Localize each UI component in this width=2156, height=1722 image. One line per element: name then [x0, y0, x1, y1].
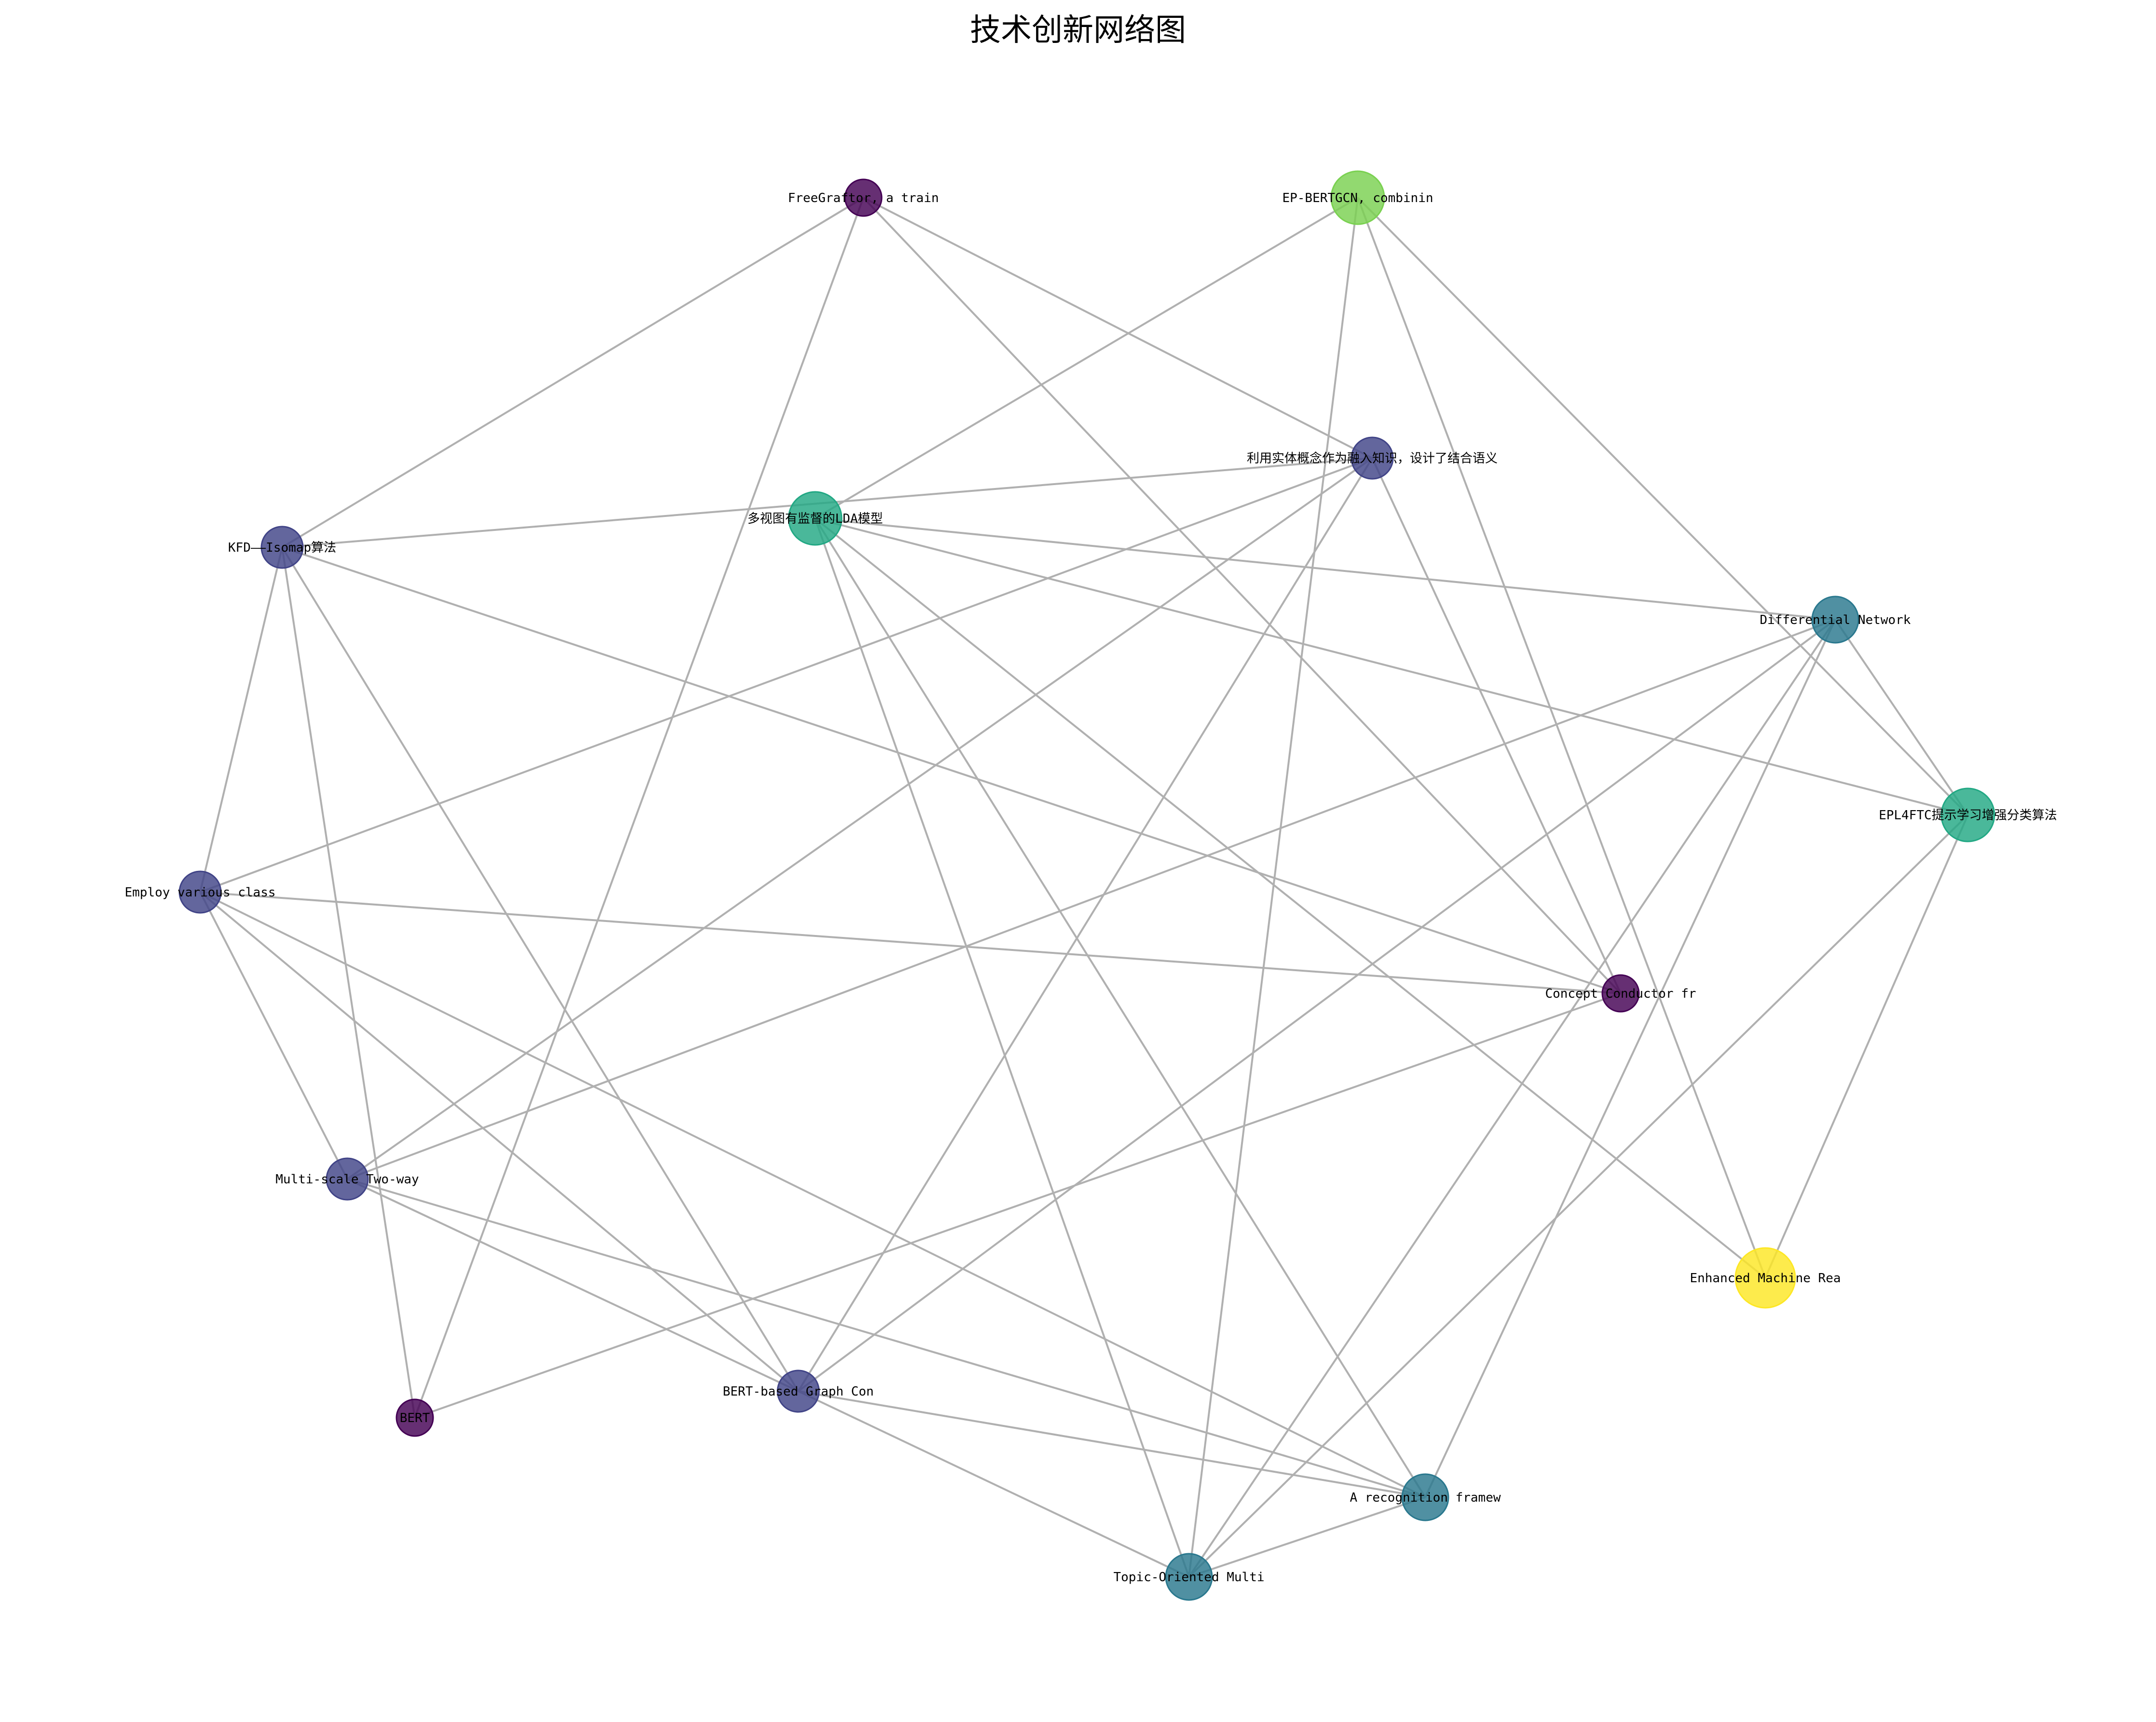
edge-differential-network-multi-scale [347, 619, 1836, 1180]
edge-multi-scale-bert-graph [347, 1178, 799, 1392]
node-label-enhanced-machine: Enhanced Machine Rea [1690, 1271, 1841, 1286]
edge-multiview-lda-enhanced-machine [814, 517, 1766, 1279]
edge-ep-bertgcn-enhanced-machine [1357, 197, 1766, 1278]
node-label-multi-scale: Multi-scale Two-way [275, 1172, 419, 1187]
node-bert[interactable] [396, 1398, 434, 1437]
node-label-ep-bertgcn: EP-BERTGCN, combinin [1282, 191, 1433, 205]
edge-freegraftor-kfd-isomap [281, 197, 864, 548]
edge-multiview-lda-recognition [814, 517, 1426, 1498]
node-ep-bertgcn[interactable] [1330, 170, 1385, 225]
edge-kfd-isomap-concept-conductor [282, 546, 1621, 994]
edge-employ-various-concept-conductor [200, 891, 1621, 994]
node-label-kfd-isomap: KFD——Isomap算法 [228, 541, 336, 555]
node-multi-scale[interactable] [326, 1157, 369, 1201]
edge-freegraftor-entity-concept [863, 197, 1373, 459]
node-label-epl4ftc: EPL4FTC提示学习增强分类算法 [1879, 808, 2057, 823]
node-employ-various[interactable] [178, 870, 222, 914]
nodes-layer [178, 170, 1995, 1601]
node-label-concept-conductor: Concept Conductor fr [1545, 987, 1696, 1001]
edge-epl4ftc-topic-oriented [1188, 814, 1969, 1578]
node-concept-conductor[interactable] [1601, 974, 1640, 1013]
node-label-entity-concept: 利用实体概念作为融入知识，设计了结合语义 [1247, 451, 1498, 466]
edge-concept-conductor-bert [414, 992, 1621, 1419]
edge-kfd-isomap-employ-various [199, 547, 283, 893]
node-label-multiview-lda: 多视图有监督的LDA模型 [748, 512, 883, 526]
edge-ep-bertgcn-topic-oriented [1188, 197, 1359, 1577]
edges-layer [199, 197, 1969, 1578]
edge-kfd-isomap-bert-graph [281, 546, 799, 1392]
edge-ep-bertgcn-multiview-lda [814, 197, 1359, 519]
edge-entity-concept-employ-various [200, 457, 1373, 893]
node-topic-oriented[interactable] [1165, 1553, 1213, 1601]
edge-entity-concept-multi-scale [346, 457, 1373, 1180]
node-differential-network[interactable] [1811, 596, 1859, 644]
node-freegraftor[interactable] [844, 178, 883, 217]
edge-multiview-lda-epl4ftc [815, 517, 1968, 816]
edge-bert-graph-topic-oriented [798, 1390, 1189, 1578]
edge-multi-scale-recognition [347, 1178, 1426, 1498]
node-entity-concept[interactable] [1351, 436, 1394, 480]
node-enhanced-machine[interactable] [1734, 1247, 1796, 1309]
node-label-bert-graph: BERT-based Graph Con [723, 1384, 873, 1399]
edge-freegraftor-concept-conductor [862, 197, 1622, 994]
node-label-bert: BERT [400, 1411, 430, 1425]
edge-employ-various-multi-scale [199, 892, 348, 1180]
edge-employ-various-bert-graph [199, 891, 799, 1392]
edge-epl4ftc-enhanced-machine [1764, 814, 1969, 1278]
node-bert-graph[interactable] [777, 1369, 820, 1413]
edge-differential-network-topic-oriented [1188, 619, 1836, 1578]
edge-ep-bertgcn-epl4ftc [1357, 197, 1969, 816]
node-label-differential-network: Differential Network [1760, 613, 1910, 627]
edge-entity-concept-concept-conductor [1371, 458, 1622, 994]
edge-recognition-topic-oriented [1188, 1496, 1426, 1578]
edge-differential-network-recognition [1424, 619, 1836, 1498]
edge-multiview-lda-topic-oriented [814, 518, 1190, 1577]
edge-differential-network-epl4ftc [1834, 619, 1969, 816]
node-label-topic-oriented: Topic-Oriented Multi [1113, 1570, 1264, 1585]
edge-differential-network-bert-graph [797, 619, 1836, 1392]
node-label-freegraftor: FreeGraftor, a train [788, 191, 939, 205]
edge-bert-graph-recognition [798, 1390, 1426, 1498]
node-label-recognition: A recognition framew [1350, 1491, 1501, 1505]
edge-multiview-lda-differential-network [815, 517, 1836, 621]
node-multiview-lda[interactable] [788, 491, 843, 546]
graph-title: 技术创新网络图 [970, 13, 1186, 48]
node-epl4ftc[interactable] [1940, 787, 1995, 842]
node-kfd-isomap[interactable] [260, 526, 304, 569]
edge-entity-concept-bert-graph [797, 457, 1373, 1392]
node-recognition[interactable] [1401, 1473, 1449, 1521]
edge-employ-various-recognition [200, 891, 1426, 1498]
labels-layer: FreeGraftor, a train EP-BERTGCN, combinin… [124, 191, 2057, 1585]
edge-kfd-isomap-bert [281, 547, 416, 1418]
node-label-employ-various: Employ various class [124, 885, 275, 900]
edge-freegraftor-bert [414, 197, 864, 1418]
